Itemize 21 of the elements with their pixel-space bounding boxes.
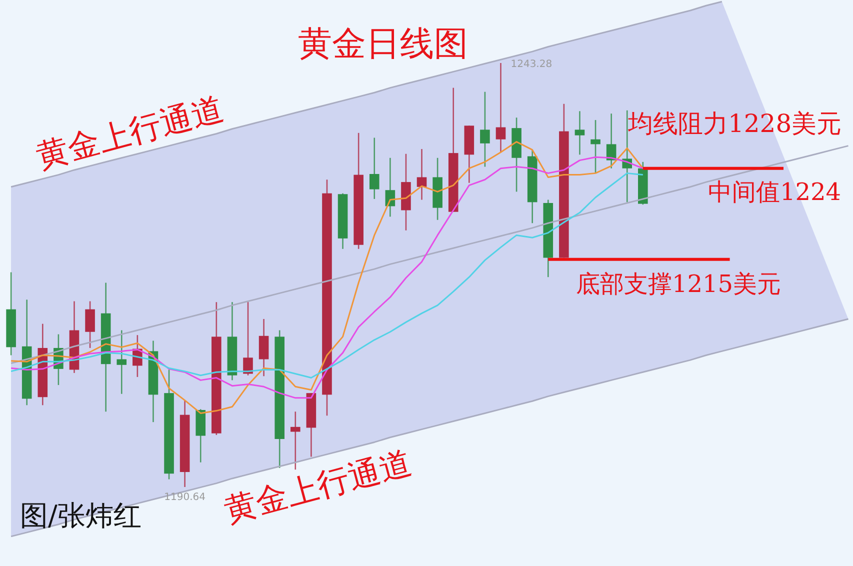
chart-title: 黄金日线图 [298,24,468,64]
annotation: 底部支撑1215美元 [576,270,782,298]
annotation: 中间值1224 [708,178,842,206]
candlestick [258,318,269,377]
annotation: 黄金上行通道 [32,89,228,176]
candlestick [416,148,427,200]
candlestick [243,301,253,376]
candlestick [590,119,600,174]
candlestick [606,112,616,170]
candlestick [85,300,95,349]
candlestick [369,137,380,200]
candlestick [480,91,490,168]
text: 图/张炜红 [20,499,142,532]
annotation: 均线阻力1228美元 [627,109,842,138]
candlestick [574,110,585,156]
annotation: 1243.28 [510,59,552,70]
annotation: 黄金上行通道 [220,443,416,530]
candlestick [496,62,506,153]
text: 1190.64 [164,492,206,503]
candlestick [116,330,127,395]
candlestick [290,410,300,470]
